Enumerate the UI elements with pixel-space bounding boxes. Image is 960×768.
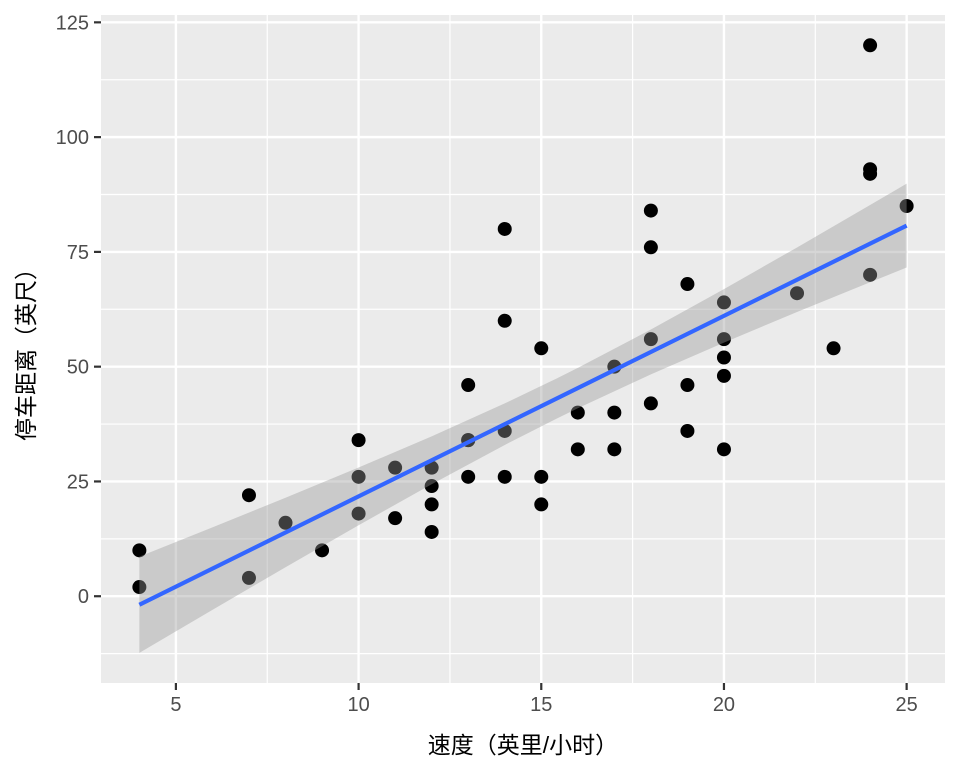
data-point — [424, 479, 439, 494]
y-tick-label: 50 — [67, 357, 89, 379]
data-point — [132, 580, 147, 595]
data-point — [570, 405, 585, 420]
y-tick-label: 100 — [56, 127, 89, 149]
data-point — [315, 543, 330, 558]
data-point — [716, 332, 731, 347]
data-point — [461, 469, 476, 484]
data-point — [497, 221, 512, 236]
data-point — [716, 295, 731, 310]
panel-background — [101, 15, 945, 683]
data-point — [680, 423, 695, 438]
data-point — [863, 267, 878, 282]
data-point — [643, 396, 658, 411]
y-tick-label: 25 — [67, 471, 89, 493]
data-point — [716, 442, 731, 457]
x-tick-label: 25 — [896, 694, 918, 716]
data-point — [570, 442, 585, 457]
x-axis-title: 速度（英里/小时） — [427, 732, 619, 758]
y-axis-title: 停车距离（英尺） — [13, 257, 39, 441]
x-tick-label: 15 — [530, 694, 552, 716]
data-point — [790, 286, 805, 301]
data-point — [534, 469, 549, 484]
data-point — [424, 497, 439, 512]
x-tick-label: 5 — [170, 694, 181, 716]
data-point — [241, 570, 256, 585]
data-point — [826, 341, 841, 356]
data-point — [899, 198, 914, 213]
data-point — [716, 368, 731, 383]
data-point — [863, 38, 878, 53]
data-point — [132, 543, 147, 558]
data-point — [680, 277, 695, 292]
x-tick-label: 20 — [713, 694, 735, 716]
confidence-band — [139, 183, 907, 653]
data-point — [643, 203, 658, 218]
data-point — [680, 378, 695, 393]
data-point — [863, 162, 878, 177]
data-point — [716, 350, 731, 365]
y-tick-label: 75 — [67, 242, 89, 264]
data-point — [461, 378, 476, 393]
data-point — [643, 240, 658, 255]
y-tick-label: 0 — [78, 586, 89, 608]
y-tick-label: 125 — [56, 12, 89, 34]
data-point — [424, 524, 439, 539]
data-point — [643, 332, 658, 347]
data-point — [241, 488, 256, 503]
data-point — [534, 341, 549, 356]
data-point — [351, 469, 366, 484]
data-point — [278, 515, 293, 530]
data-point — [607, 442, 622, 457]
regression-line — [138, 223, 908, 607]
data-point — [351, 433, 366, 448]
data-point — [388, 460, 403, 475]
x-tick-label: 10 — [347, 694, 369, 716]
data-point — [497, 469, 512, 484]
data-point — [607, 405, 622, 420]
data-point — [534, 497, 549, 512]
data-point — [388, 511, 403, 526]
data-point — [497, 313, 512, 328]
data-point — [351, 506, 366, 521]
